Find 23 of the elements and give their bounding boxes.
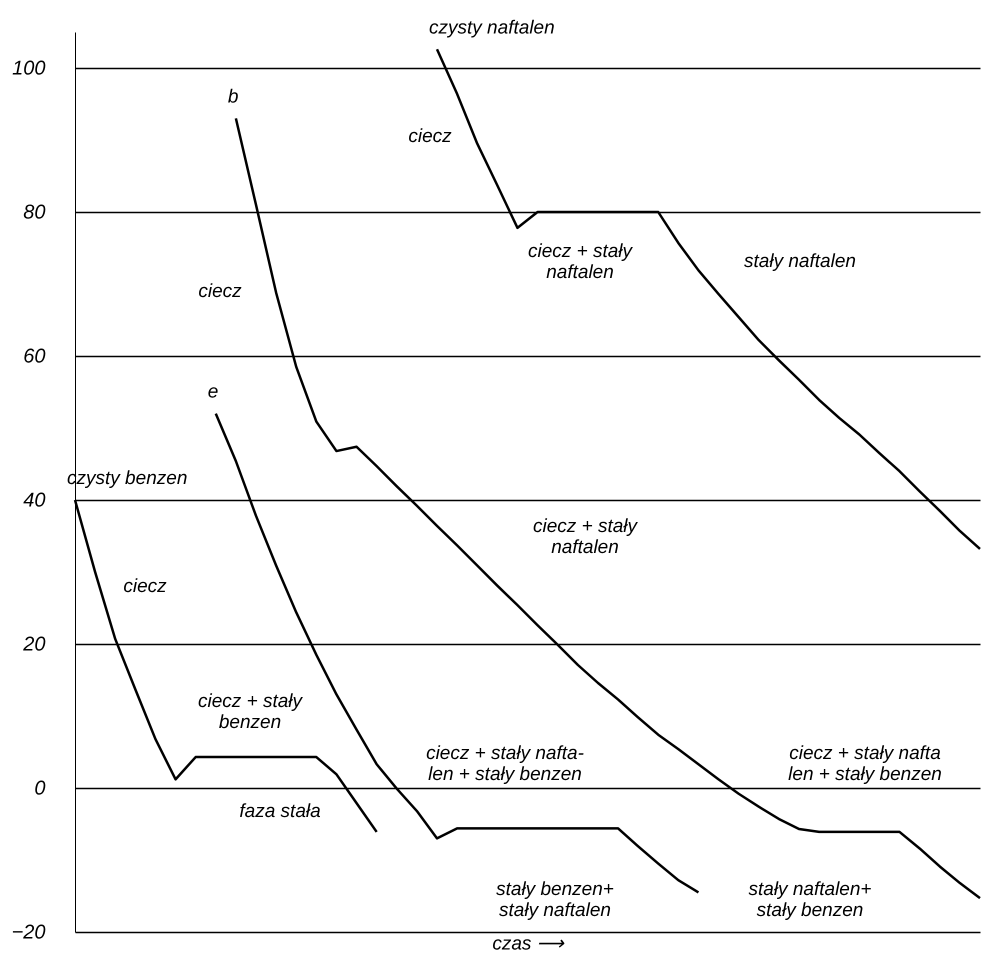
annotation: ciecz + stały nafta len + stały benzen — [788, 743, 942, 785]
annotation: ciecz — [408, 126, 452, 147]
x-axis-title: czas ⟶ — [492, 934, 565, 954]
y-tick-label: 20 — [22, 634, 46, 656]
annotation: ciecz + stały naftalen — [528, 241, 634, 283]
annotation: stały naftalen — [744, 251, 856, 272]
series-label: b — [228, 86, 238, 108]
y-tick-label: 100 — [12, 58, 46, 80]
annotation: faza stała — [239, 801, 321, 822]
annotation: ciecz + stały benzen — [198, 691, 304, 733]
annotation: ciecz + stały nafta- len + stały benzen — [426, 743, 584, 785]
series-label: czysty naftalen — [429, 17, 555, 38]
annotation: ciecz + stały naftalen — [532, 516, 638, 558]
annotation: ciecz — [198, 281, 242, 302]
y-tick-label: 80 — [23, 202, 46, 224]
annotation: stały naftalen+ stały benzen — [748, 879, 872, 921]
y-tick-label: −20 — [12, 922, 46, 944]
y-tick-label: 60 — [23, 346, 46, 368]
y-tick-label: 0 — [34, 778, 46, 800]
annotation: stały benzen+ stały naftalen — [496, 879, 614, 921]
annotation: ciecz — [123, 576, 168, 597]
series-label: e — [208, 382, 218, 403]
y-tick-label: 40 — [23, 490, 46, 512]
